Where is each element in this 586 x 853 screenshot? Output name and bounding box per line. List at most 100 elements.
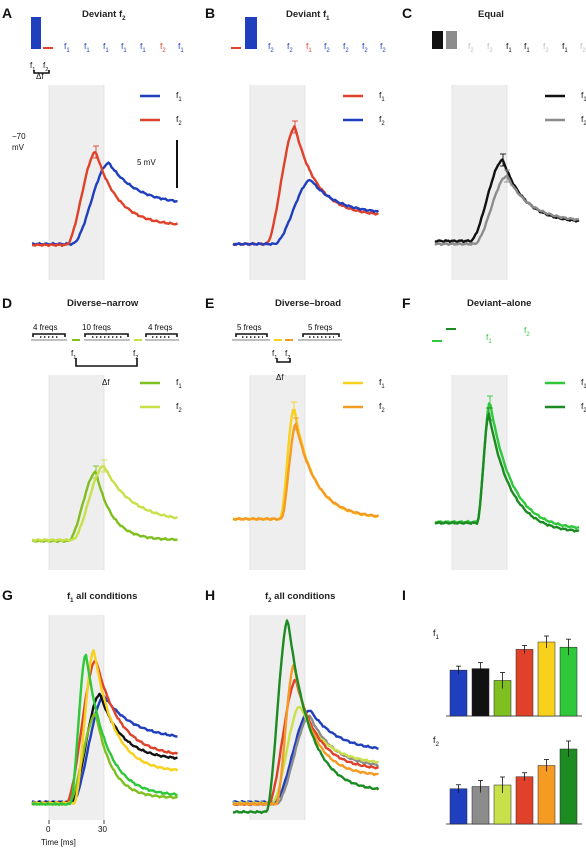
d-freq-f1: f1: [71, 349, 76, 361]
time-axis-label: Time [ms]: [41, 838, 76, 847]
a-seq-item: f1: [140, 41, 146, 54]
trace-a-f2: [31, 151, 179, 248]
title-e: Diverse–broad: [275, 298, 341, 309]
xtick-0: 0: [46, 825, 51, 834]
f-legend-f1-label: f1: [581, 377, 586, 390]
trace-e-f2: [232, 422, 380, 522]
d-left-label: 4 freqs: [33, 323, 57, 332]
trace-f-f2: [434, 412, 580, 533]
title-d: Diverse–narrow: [67, 298, 139, 309]
b-seq-item: f2: [362, 41, 368, 54]
b-seq-item: f2: [343, 41, 349, 54]
b-legend-f2-label: f2: [379, 114, 385, 127]
title-g: f1 all conditions: [67, 591, 137, 604]
i-bar: [559, 646, 578, 717]
a-freq-f2: f2: [43, 61, 48, 73]
i-bar: [515, 776, 534, 825]
stimulus-window: [250, 85, 305, 280]
title-c: Equal: [478, 9, 504, 20]
b-seq-item: f2: [324, 41, 330, 54]
e-freq-f1: f1: [272, 349, 277, 361]
i-bar: [537, 765, 556, 825]
b-seq-item: f2: [287, 41, 293, 54]
title-a: Deviant f2: [82, 9, 126, 22]
c-seq-item: f2: [580, 41, 586, 54]
f-seq-f1: f1: [486, 332, 492, 345]
a-seq-item: f1: [64, 41, 70, 54]
a-f1-bar: [31, 17, 41, 49]
title-f: Deviant–alone: [467, 298, 531, 309]
panel-letter-d: D: [2, 295, 12, 311]
title-b: Deviant f1: [286, 9, 330, 22]
i-row-label-1: f1: [433, 628, 440, 641]
panel-letter-g: G: [2, 587, 13, 603]
i-bar: [537, 641, 556, 717]
trace-h-darkgreen: [233, 619, 380, 815]
stimulus-window: [452, 375, 507, 570]
e-legend-f2-label: f2: [379, 401, 385, 414]
e-freq-f2: f2: [285, 349, 290, 361]
panel-letter-i: I: [402, 587, 406, 603]
c-legend-f1-label: f1: [581, 90, 586, 103]
title-h: f2 all conditions: [265, 591, 335, 604]
voltage-value: −70: [12, 132, 26, 141]
d-left-bracket: [32, 333, 66, 337]
d-mid-bracket: [84, 333, 129, 337]
panel-letter-h: H: [205, 587, 215, 603]
d-delta-bracket: [75, 358, 138, 367]
b-f2-bar: [245, 17, 257, 49]
e-legend-f1-label: f1: [379, 377, 385, 390]
i-row-label-2: f2: [433, 735, 440, 748]
a-legend-f1-label: f1: [176, 90, 182, 103]
xtick-30: 30: [98, 825, 107, 834]
f-seq-f2: f2: [524, 325, 530, 338]
delta-f-e: Δf: [276, 373, 284, 382]
panel-letter-b: B: [205, 5, 215, 21]
trace-b-f2: [232, 178, 380, 247]
b-seq-item: f1: [306, 41, 312, 54]
decorations: f1 f2 f1 f2 f1 f2 f1 f2 f1 f2 f1 f2 f1 f2 f1 f1 f1 f1 f1 f2…: [30, 17, 586, 825]
a-seq-item: f1: [178, 41, 184, 54]
a-seq-item: f1: [121, 41, 127, 54]
e-right-bracket: [302, 333, 340, 337]
c-seq-item: f1: [506, 41, 512, 54]
voltage-unit: mV: [12, 143, 25, 152]
a-seq-item: f1: [103, 41, 109, 54]
d-right-label: 4 freqs: [148, 323, 172, 332]
traces: [31, 120, 580, 815]
b-seq-item: f2: [380, 41, 386, 54]
e-left-label: 5 freqs: [237, 323, 261, 332]
a-legend-f2-label: f2: [176, 114, 182, 127]
e-delta-bracket: [276, 358, 291, 363]
i-bar: [449, 788, 468, 825]
trace-g-yellow: [31, 649, 179, 805]
b-legend-f1-label: f1: [379, 90, 385, 103]
trace-g-brightgreen: [31, 653, 178, 807]
panel-letter-c: C: [402, 5, 412, 21]
d-right-bracket: [145, 333, 178, 337]
e-left-bracket: [235, 333, 268, 337]
c-f2-bar: [446, 31, 457, 49]
d-mid-label: 10 freqs: [82, 323, 111, 332]
a-seq-item: f2: [160, 41, 166, 54]
c-seq-item: f2: [468, 41, 474, 54]
panel-letter-a: A: [2, 5, 12, 21]
panel-letter-e: E: [205, 295, 214, 311]
panel-letter-f: F: [402, 295, 411, 311]
delta-f-d: Δf: [102, 378, 110, 387]
f-legend-f2-label: f2: [581, 401, 586, 414]
c-legend-f2-label: f2: [581, 114, 586, 127]
b-seq-item: f2: [268, 41, 274, 54]
delta-f-a: Δf: [36, 72, 44, 81]
i-bar: [559, 748, 578, 825]
c-seq-item: f1: [562, 41, 568, 54]
c-seq-item: f2: [543, 41, 549, 54]
a-seq-item: f1: [84, 41, 90, 54]
trace-d-f2: [32, 465, 178, 543]
e-right-label: 5 freqs: [308, 323, 332, 332]
c-seq-item: f1: [524, 41, 530, 54]
c-seq-item: f2: [487, 41, 493, 54]
i-bar: [449, 669, 468, 717]
c-f1-bar: [432, 31, 443, 49]
